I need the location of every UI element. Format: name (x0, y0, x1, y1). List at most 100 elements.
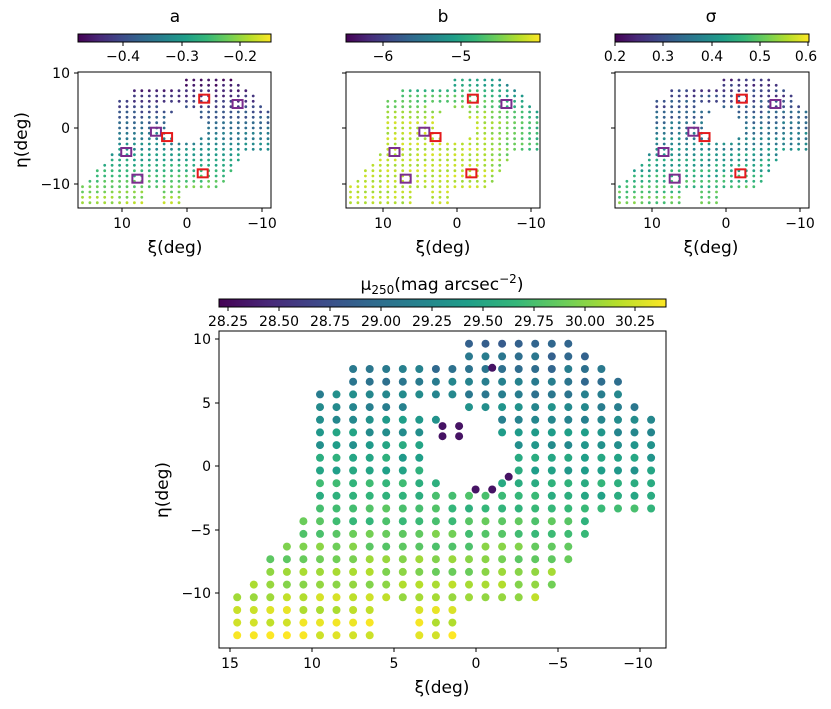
panel-sigma-point (640, 201, 644, 205)
panel-a-point (133, 131, 136, 135)
panel-mu-ytick: −10 (181, 586, 211, 602)
panel-mu-point (465, 365, 473, 373)
panel-sigma-point (692, 163, 696, 167)
panel-mu-point (365, 403, 374, 412)
panel-a-point (214, 94, 218, 98)
panel-sigma-point (685, 158, 688, 162)
panel-b-point (498, 115, 502, 119)
panel-a-point (170, 185, 173, 189)
panel-sigma-point (715, 147, 718, 151)
panel-mu-point (266, 555, 275, 564)
panel-b-point (475, 163, 479, 167)
panel-b-point (408, 158, 412, 162)
panel-a-point (118, 190, 121, 194)
panel-b-point (408, 163, 412, 167)
panel-b-point (453, 174, 457, 178)
panel-sigma-point (700, 94, 703, 98)
panel-a-point (170, 99, 173, 103)
panel-b-red-marker (466, 93, 479, 104)
panel-mu-point (431, 580, 440, 589)
panel-mu-point (514, 593, 523, 602)
panel-sigma-point (767, 126, 771, 130)
panel-mu-frame (218, 330, 667, 649)
panel-b-point (483, 94, 487, 98)
panel-mu-point (448, 504, 457, 513)
panel-a-point (147, 89, 151, 93)
panel-b-point (468, 78, 472, 82)
panel-b-point (393, 201, 397, 205)
panel-a-point (192, 89, 196, 93)
panel-sigma-point (737, 78, 741, 82)
panel-a-point (162, 142, 166, 146)
panel-mu-point (415, 365, 424, 373)
panel-sigma-xtick: 10 (643, 216, 661, 232)
panel-b-point (505, 131, 509, 135)
panel-b-point (505, 153, 509, 157)
panel-mu-point (316, 580, 324, 589)
panel-a-point (140, 99, 144, 103)
panel-a-point (244, 131, 248, 135)
panel-a-point (155, 158, 159, 162)
panel-sigma-point (647, 190, 651, 194)
panel-mu-point (382, 390, 391, 399)
panel-b-point (475, 105, 479, 109)
panel-a-point (125, 105, 129, 109)
panel-b-point (520, 131, 524, 135)
panel-sigma-point (767, 99, 771, 103)
panel-mu-point (431, 390, 440, 399)
panel-a: a −0.4 −0.3 −0.2 10 0 −10 10 0 −10 (12, 7, 277, 258)
panel-mu-point (465, 390, 473, 399)
panel-sigma-point (722, 147, 726, 151)
panel-b-point (490, 115, 494, 119)
panel-a-point (192, 153, 196, 157)
panel-sigma-point (730, 158, 733, 162)
panel-a-point (170, 201, 173, 205)
panel-mu-point (647, 491, 656, 500)
panel-mu-point (531, 403, 540, 412)
panel-mu-point (580, 403, 589, 412)
panel-sigma-point (722, 153, 726, 157)
panel-b-point (520, 105, 524, 109)
panel-mu-point (580, 529, 589, 538)
panel-sigma-point (752, 94, 756, 98)
panel-sigma-point (655, 115, 659, 119)
panel-mu-point (382, 479, 391, 488)
panel-sigma-point (744, 131, 748, 135)
panel-mu-point (398, 479, 407, 488)
panel-mu-point (614, 415, 622, 424)
panel-mu-dark-point (455, 422, 464, 431)
panel-b-point (498, 153, 502, 157)
panel-sigma-cbar-tick: 0.4 (701, 49, 723, 65)
panel-a-point (192, 94, 196, 98)
panel-a-point (147, 153, 151, 157)
panel-mu-point (282, 580, 291, 589)
panel-mu-point (415, 567, 424, 576)
panel-mu-point (431, 555, 440, 564)
panel-b-point (364, 174, 367, 178)
panel-a-point (95, 190, 99, 194)
panel-b-point (378, 169, 382, 173)
panel-b-point (461, 153, 464, 157)
panel-sigma-point (774, 142, 778, 146)
panel-mu-point (481, 504, 490, 513)
panel-a-point (266, 115, 270, 119)
panel-b-point (535, 121, 539, 125)
panel-sigma-point (774, 158, 778, 162)
panel-mu-point (415, 618, 424, 627)
panel-a-point (110, 195, 114, 199)
panel-a-point (170, 89, 173, 93)
panel-a-point (207, 147, 211, 151)
panel-a-point (199, 153, 203, 157)
panel-b-point (371, 163, 375, 167)
panel-a-point (214, 99, 218, 103)
panel-mu-point (597, 504, 606, 513)
panel-mu-point (431, 365, 440, 373)
panel-a-point (177, 142, 181, 146)
panel-a-point (170, 169, 173, 173)
panel-a-point (266, 131, 270, 135)
panel-mu-point (531, 428, 540, 437)
panel-mu-point (514, 339, 523, 348)
panel-mu-point (431, 542, 440, 551)
panel-b-point (446, 99, 449, 103)
panel-mu-point (316, 529, 324, 538)
